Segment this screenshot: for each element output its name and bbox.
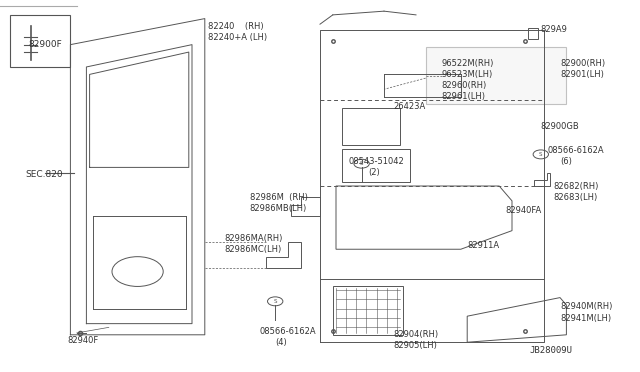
Text: 82986MB(LH): 82986MB(LH) — [250, 204, 307, 213]
Text: JB28009U: JB28009U — [530, 346, 573, 355]
Text: 82900F: 82900F — [29, 40, 63, 49]
Text: (4): (4) — [275, 338, 287, 347]
Text: 82986MC(LH): 82986MC(LH) — [224, 245, 281, 254]
Text: (6): (6) — [560, 157, 572, 166]
Text: 82682(RH): 82682(RH) — [554, 182, 599, 190]
Text: 82940FA: 82940FA — [506, 206, 542, 215]
Text: 82961(LH): 82961(LH) — [442, 92, 486, 101]
Text: 82240+A (LH): 82240+A (LH) — [208, 33, 267, 42]
Text: 82901(LH): 82901(LH) — [560, 70, 604, 79]
Bar — [10, 15, 70, 67]
Text: 82986M  (RH): 82986M (RH) — [250, 193, 307, 202]
Text: 82960(RH): 82960(RH) — [442, 81, 487, 90]
Text: 82911A: 82911A — [467, 241, 499, 250]
Text: 08566-6162A: 08566-6162A — [259, 327, 316, 336]
Text: (2): (2) — [368, 169, 380, 177]
Text: S: S — [539, 152, 543, 157]
Text: 82905(LH): 82905(LH) — [394, 341, 438, 350]
Text: 82900(RH): 82900(RH) — [560, 59, 605, 68]
Text: 82683(LH): 82683(LH) — [554, 193, 598, 202]
Text: 82940M(RH): 82940M(RH) — [560, 302, 612, 311]
Text: 82940F: 82940F — [67, 336, 99, 345]
Text: S: S — [360, 161, 364, 166]
Text: 82986MA(RH): 82986MA(RH) — [224, 234, 282, 243]
Text: 82904(RH): 82904(RH) — [394, 330, 439, 339]
Text: 829A9: 829A9 — [541, 25, 568, 34]
Text: 08566-6162A: 08566-6162A — [547, 146, 604, 155]
Text: 26423A: 26423A — [394, 102, 426, 110]
Text: SEC.820: SEC.820 — [26, 170, 63, 179]
Text: 08543-51042: 08543-51042 — [349, 157, 404, 166]
Text: 82240    (RH): 82240 (RH) — [208, 22, 264, 31]
Text: S: S — [273, 299, 277, 304]
Text: 82900GB: 82900GB — [541, 122, 580, 131]
Text: 96522M(RH): 96522M(RH) — [442, 59, 494, 68]
Text: 96523M(LH): 96523M(LH) — [442, 70, 493, 79]
Text: 82941M(LH): 82941M(LH) — [560, 314, 611, 323]
Bar — [426, 46, 566, 104]
